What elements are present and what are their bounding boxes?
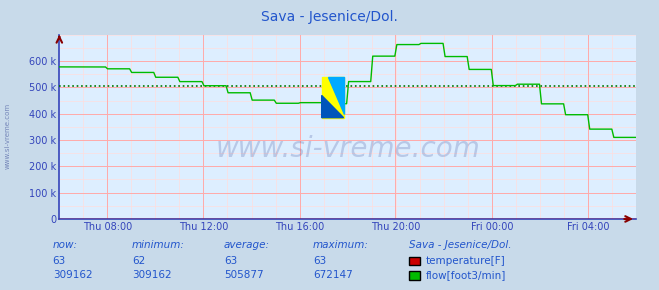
Text: 62: 62 xyxy=(132,256,145,266)
Text: Sava - Jesenice/Dol.: Sava - Jesenice/Dol. xyxy=(261,10,398,24)
Text: www.si-vreme.com: www.si-vreme.com xyxy=(215,135,480,163)
Text: 309162: 309162 xyxy=(132,270,171,280)
Text: maximum:: maximum: xyxy=(313,240,369,250)
Text: now:: now: xyxy=(53,240,78,250)
Text: 63: 63 xyxy=(224,256,237,266)
Text: 505877: 505877 xyxy=(224,270,264,280)
Polygon shape xyxy=(328,77,343,114)
Text: 309162: 309162 xyxy=(53,270,92,280)
Text: Sava - Jesenice/Dol.: Sava - Jesenice/Dol. xyxy=(409,240,511,250)
Text: 672147: 672147 xyxy=(313,270,353,280)
Text: temperature[F]: temperature[F] xyxy=(426,256,505,266)
Polygon shape xyxy=(322,95,343,118)
Text: minimum:: minimum: xyxy=(132,240,185,250)
Text: flow[foot3/min]: flow[foot3/min] xyxy=(426,270,506,280)
Bar xyxy=(322,77,343,118)
Text: 63: 63 xyxy=(313,256,326,266)
Text: 63: 63 xyxy=(53,256,66,266)
Text: average:: average: xyxy=(224,240,270,250)
Text: www.si-vreme.com: www.si-vreme.com xyxy=(5,103,11,169)
